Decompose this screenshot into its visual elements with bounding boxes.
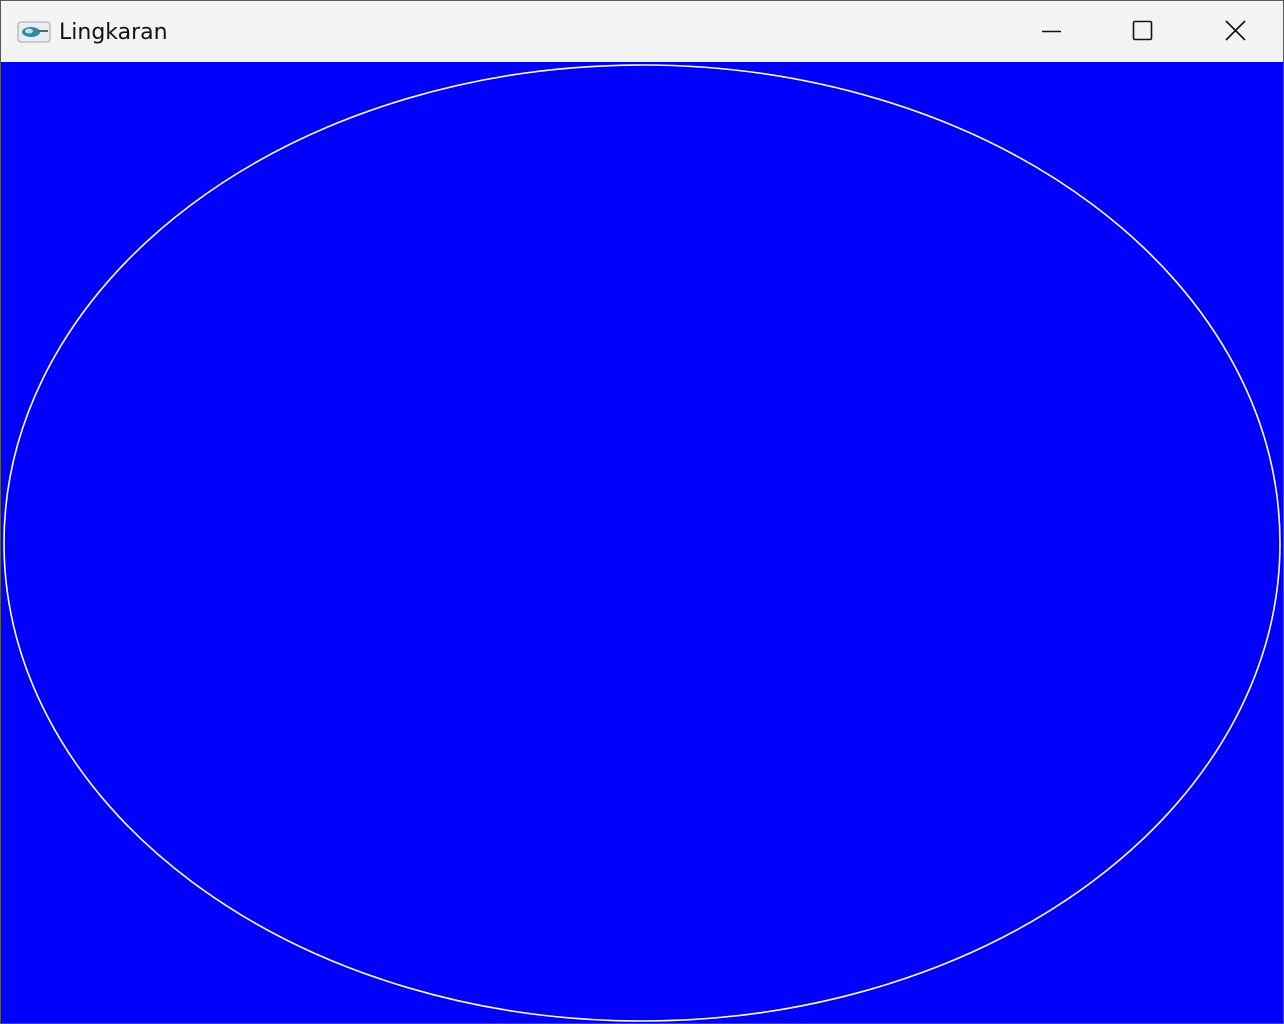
canvas-surface bbox=[1, 62, 1283, 1023]
close-button[interactable] bbox=[1189, 1, 1281, 62]
canvas-background bbox=[1, 62, 1283, 1023]
drawing-canvas[interactable] bbox=[1, 62, 1283, 1023]
app-icon bbox=[17, 19, 51, 45]
window-title: Lingkaran bbox=[59, 20, 168, 46]
minimize-icon bbox=[1005, 1, 1097, 62]
close-icon bbox=[1189, 1, 1281, 62]
title-bar[interactable]: Lingkaran bbox=[1, 1, 1283, 62]
maximize-icon bbox=[1097, 1, 1189, 62]
maximize-button[interactable] bbox=[1097, 1, 1189, 62]
minimize-button[interactable] bbox=[1005, 1, 1097, 62]
